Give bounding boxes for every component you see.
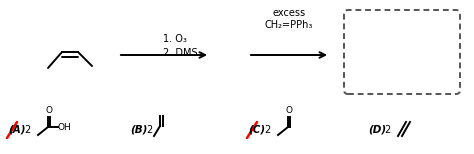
Text: O: O xyxy=(285,106,292,115)
Text: 2: 2 xyxy=(384,125,390,135)
FancyBboxPatch shape xyxy=(344,10,460,94)
Text: OH: OH xyxy=(58,124,72,132)
Text: (B): (B) xyxy=(130,125,147,135)
Text: 2. DMS: 2. DMS xyxy=(163,48,198,58)
Text: CH₂=PPh₃: CH₂=PPh₃ xyxy=(265,20,313,30)
Text: (A): (A) xyxy=(8,125,26,135)
Text: 2: 2 xyxy=(24,125,30,135)
Text: (C): (C) xyxy=(248,125,265,135)
Text: (D): (D) xyxy=(368,125,386,135)
Text: O: O xyxy=(46,106,53,115)
Text: 2: 2 xyxy=(146,125,152,135)
Text: excess: excess xyxy=(273,8,306,18)
Text: 2: 2 xyxy=(264,125,270,135)
Text: 1. O₃: 1. O₃ xyxy=(163,34,187,44)
